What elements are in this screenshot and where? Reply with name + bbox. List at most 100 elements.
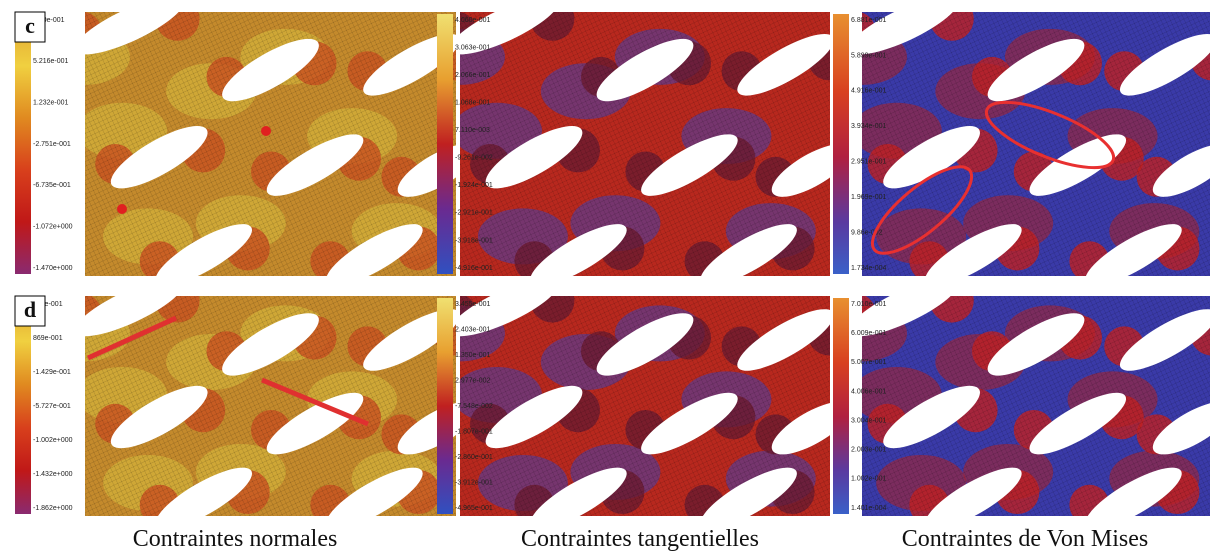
hole	[363, 34, 456, 96]
hole	[266, 134, 364, 196]
annotation-ellipse	[870, 165, 974, 255]
hole	[862, 296, 959, 337]
hole	[530, 224, 627, 276]
legend-tick-label: 1.068e-001	[455, 100, 491, 107]
legend-tick-label: -6.735e-001	[33, 182, 71, 189]
color-legend	[437, 298, 453, 514]
panel-label: d	[24, 297, 36, 322]
color-legend	[833, 298, 849, 514]
legend-tick-label: -4.965e-001	[455, 505, 493, 512]
hole	[222, 313, 319, 376]
hole	[1029, 392, 1127, 455]
annotation-line	[261, 377, 369, 427]
stress-map	[460, 12, 830, 276]
hole	[1152, 401, 1210, 455]
legend-tick-label: -1.432e+000	[33, 471, 73, 478]
legend-tick-label: 3.063e-001	[455, 44, 491, 51]
hole	[641, 392, 738, 455]
hole	[737, 309, 830, 371]
legend-tick-label: 3.004e-001	[851, 417, 887, 424]
legend-tick-label: 1.969e-001	[851, 194, 887, 201]
legend-tick-label: -1.470e+000	[33, 265, 73, 272]
legend-tick-label: -2.751e-001	[33, 141, 71, 148]
hole	[326, 467, 423, 516]
hole	[266, 392, 364, 455]
legend-tick-label: 869e-001	[33, 335, 63, 342]
legend-tick-label: 2.977e-002	[455, 377, 491, 384]
legend-tick-label: 3.934e-001	[851, 123, 887, 130]
legend-tick-label: 5.216e-001	[33, 58, 69, 65]
hole	[987, 38, 1085, 102]
legend-tick-label: -2.860e-001	[455, 454, 493, 461]
legend-tick-label: -1.429e-001	[33, 369, 71, 376]
hole	[485, 385, 583, 449]
legend-tick-label: -3.918e-001	[455, 237, 493, 244]
hole	[530, 467, 627, 516]
legend-tick-label: 4.006e-001	[851, 388, 887, 395]
hole	[1119, 309, 1210, 371]
legend-tick-label: 4.060e-001	[455, 17, 491, 24]
hole	[326, 224, 423, 276]
hole	[485, 126, 583, 189]
hole	[1085, 467, 1182, 516]
legend-tick-label: 7.110e-003	[455, 127, 490, 134]
legend-tick-label: 1.734e-004	[851, 265, 887, 272]
legend-tick-label: 2.003e-001	[851, 447, 887, 454]
panel-label-box	[14, 295, 46, 327]
color-legend	[15, 14, 31, 274]
caption: Contraintes tangentielles	[521, 526, 759, 552]
caption: Contraintes normales	[133, 526, 338, 552]
legend-tick-label: -5.727e-001	[33, 403, 71, 410]
hole	[222, 38, 319, 102]
hole	[700, 224, 797, 276]
hole	[737, 34, 830, 96]
hole	[1119, 34, 1210, 96]
stress-map	[85, 12, 456, 276]
hole	[925, 224, 1022, 276]
legend-tick-label: -9.261e-002	[455, 155, 493, 162]
stress-map	[862, 296, 1210, 516]
legend-tick-label: -2.921e-001	[455, 210, 493, 217]
legend-tick-label: 5.899e-001	[851, 52, 887, 59]
legend-tick-label: 7.010e-001	[851, 301, 887, 308]
hole	[925, 467, 1022, 516]
legend-tick-label: 3.455e-001	[455, 301, 491, 308]
hole	[1085, 224, 1182, 276]
hole	[771, 143, 830, 197]
annotation-ellipse	[984, 100, 1116, 170]
hole	[771, 401, 830, 455]
legend-tick-label: -4.916e-001	[455, 265, 493, 272]
hole	[85, 296, 185, 337]
legend-tick-label: -7.548e-002	[455, 403, 493, 410]
legend-tick-label: 1.350e-001	[455, 352, 491, 359]
legend-tick-label: -1.807e-001	[455, 428, 493, 435]
legend-tick-label: -3.912e-001	[455, 479, 493, 486]
panel-label: c	[25, 13, 35, 38]
hole	[460, 296, 560, 337]
stress-map	[460, 296, 830, 516]
color-legend	[437, 14, 453, 274]
hole	[110, 385, 208, 449]
legend-tick-label: -1.924e-001	[455, 182, 493, 189]
legend-tick-label: 6.009e-001	[851, 330, 887, 337]
hole	[110, 126, 208, 189]
legend-tick-label: 1.002e-001	[851, 476, 887, 483]
hole	[155, 224, 253, 276]
legend-tick-label: 4.916e-001	[851, 88, 887, 95]
legend-tick-label: 2.066e-001	[455, 72, 491, 79]
hole	[883, 126, 980, 189]
legend-tick-label: 5.007e-001	[851, 359, 887, 366]
hole	[155, 467, 253, 516]
panel-label-box	[14, 11, 46, 43]
legend-tick-label: 1.401e-004	[851, 505, 887, 512]
legend-tick-label: 2.951e-001	[851, 159, 887, 166]
legend-tick-label: -1.862e+000	[33, 505, 73, 512]
hole	[460, 12, 560, 55]
hole	[596, 38, 694, 102]
hole	[700, 467, 797, 516]
color-legend	[15, 298, 31, 514]
legend-tick-label: -1.002e+000	[33, 437, 73, 444]
legend-tick-label: 2.403e-001	[455, 326, 491, 333]
hole	[862, 12, 959, 55]
